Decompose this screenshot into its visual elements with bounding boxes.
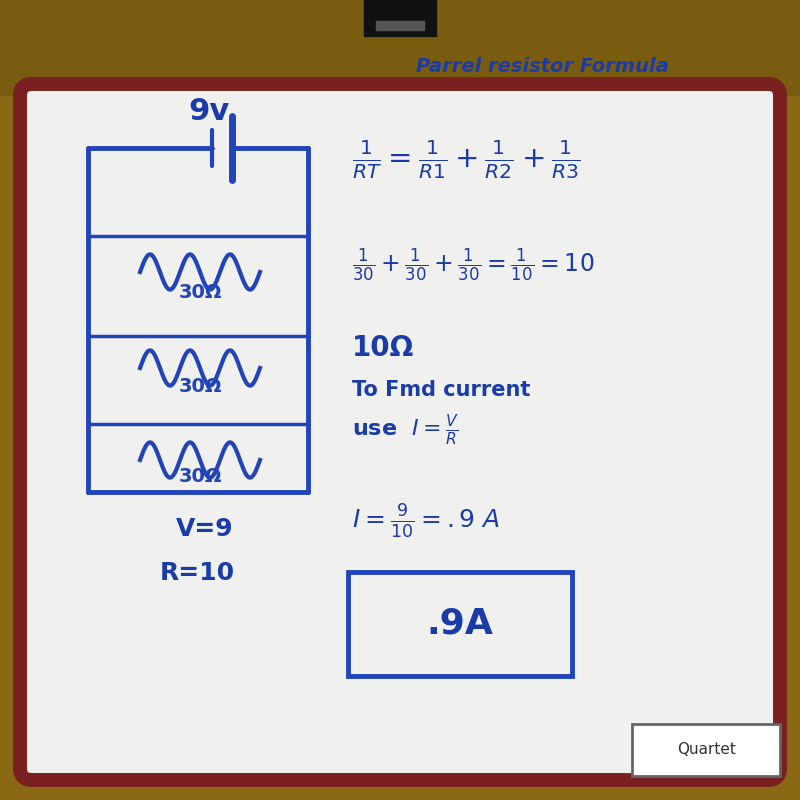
Text: V=9: V=9 [176,517,234,541]
Text: 30Ω: 30Ω [178,282,222,302]
Bar [364,0,436,36]
Text: R=10: R=10 [160,561,235,585]
Text: 30Ω: 30Ω [178,377,222,396]
Text: $\frac{1}{30}+\frac{1}{30}+\frac{1}{30}=\frac{1}{10}=10$: $\frac{1}{30}+\frac{1}{30}+\frac{1}{30}=… [352,246,594,284]
Text: 9v: 9v [188,97,230,126]
Text: $I=\frac{9}{10}=.9\ A$: $I=\frac{9}{10}=.9\ A$ [352,502,500,540]
FancyBboxPatch shape [348,572,572,676]
Text: $\frac{1}{RT}=\frac{1}{R1}+\frac{1}{R2}+\frac{1}{R3}$: $\frac{1}{RT}=\frac{1}{R1}+\frac{1}{R2}+… [352,138,580,181]
Bar [0,0,800,96]
Text: 10Ω: 10Ω [352,334,414,362]
Text: Parrel resistor Formula: Parrel resistor Formula [416,57,669,76]
Text: .9A: .9A [426,607,494,641]
Bar [376,21,424,30]
Text: use  $I=\frac{V}{R}$: use $I=\frac{V}{R}$ [352,412,459,447]
Text: 30Ω: 30Ω [178,467,222,486]
Text: Quartet: Quartet [677,742,736,758]
Text: To Fmd current: To Fmd current [352,380,530,400]
FancyBboxPatch shape [20,84,780,780]
FancyBboxPatch shape [632,724,780,776]
